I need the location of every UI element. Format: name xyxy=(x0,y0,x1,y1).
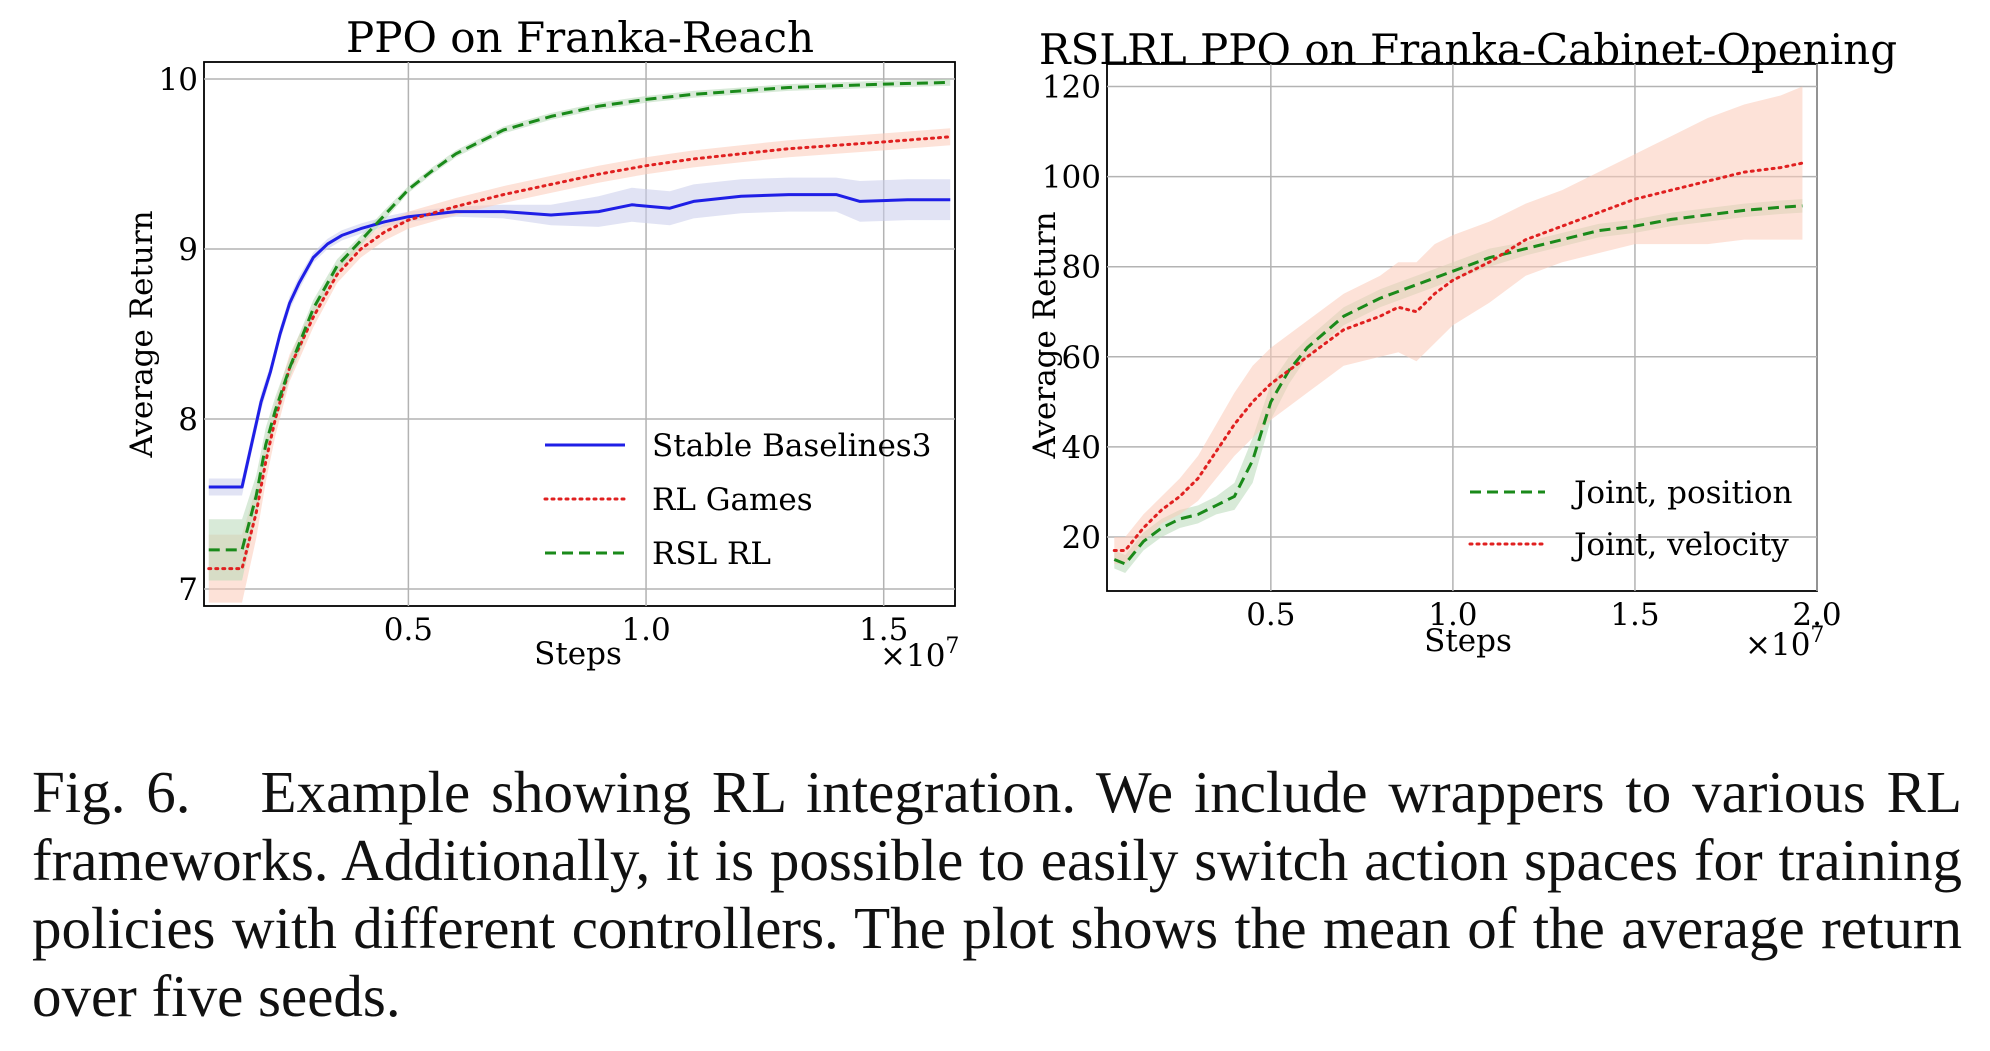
x-tick-label: 1.0 xyxy=(1428,597,1477,633)
series-lines xyxy=(207,80,952,571)
y-tick-label: 9 xyxy=(178,232,198,268)
x-tick-label: 1.5 xyxy=(859,612,908,648)
x-axis-label: Steps xyxy=(1424,623,1512,659)
legend-label-sb3: Stable Baselines3 xyxy=(652,428,931,464)
series-line-rl-games xyxy=(207,135,952,571)
y-tick-label: 60 xyxy=(1062,340,1101,376)
y-tick-label: 10 xyxy=(159,62,198,98)
legend: Stable Baselines3 RL Games RSL RL xyxy=(543,428,931,572)
band-rsl-rl xyxy=(208,79,951,581)
x-tick-label: 0.5 xyxy=(1246,597,1295,633)
x-multiplier-base: ×10 xyxy=(880,638,945,674)
x-tick-label: 1.5 xyxy=(1610,597,1659,633)
figure-caption: Fig. 6. Example showing RL integration. W… xyxy=(32,758,1962,1030)
series-line-rsl-rl xyxy=(208,80,951,552)
y-tick-label: 40 xyxy=(1062,430,1101,466)
y-tick-label: 80 xyxy=(1062,250,1101,286)
y-tick-labels: 20 40 60 80 100 120 xyxy=(1042,70,1101,556)
legend-label-joint-position: Joint, position xyxy=(1571,475,1793,511)
x-tick-labels: 0.5 1.0 1.5 2.0 xyxy=(1246,597,1841,633)
chart-title: PPO on Franka-Reach xyxy=(346,13,814,62)
band-joint-velocity xyxy=(1114,86,1803,564)
legend: Joint, position Joint, velocity xyxy=(1468,475,1793,563)
y-tick-labels: 7 8 9 10 xyxy=(159,62,198,608)
confidence-bands xyxy=(208,79,951,603)
grid xyxy=(204,62,955,606)
x-tick-label: 0.5 xyxy=(384,612,433,648)
y-tick-label: 7 xyxy=(178,572,198,608)
figure: PPO on Franka-Reach 0.5 1.0 1.5 7 8 9 10 Step… xyxy=(124,13,1897,674)
legend-label-joint-velocity: Joint, velocity xyxy=(1571,527,1789,563)
series-line-joint-position xyxy=(1113,204,1803,566)
chart-franka-reach: PPO on Franka-Reach 0.5 1.0 1.5 7 8 9 10 Step… xyxy=(124,13,959,674)
legend-label-rlgames: RL Games xyxy=(652,482,813,518)
legend-label-rslrl: RSL RL xyxy=(652,536,771,572)
plot-frame xyxy=(203,61,956,607)
x-tick-labels: 0.5 1.0 1.5 xyxy=(384,612,909,648)
x-multiplier-exponent: 7 xyxy=(945,634,959,659)
y-axis-label: Average Return xyxy=(124,210,160,458)
x-tick-label: 2.0 xyxy=(1792,597,1841,633)
x-axis-label: Steps xyxy=(534,636,622,672)
x-multiplier: ×107 xyxy=(880,634,959,674)
series-lines xyxy=(1112,161,1804,566)
y-tick-label: 120 xyxy=(1042,70,1101,106)
series-line-stable-baselines3 xyxy=(208,193,951,489)
y-axis-label: Average Return xyxy=(1027,211,1063,459)
x-multiplier-base: ×10 xyxy=(1745,627,1810,663)
series-line-joint-velocity xyxy=(1112,161,1804,552)
caption-label: Fig. 6. xyxy=(32,759,191,825)
chart-franka-cabinet: RSLRL PPO on Franka-Cabinet-Opening 0.5 1… xyxy=(1027,25,1897,663)
y-tick-label: 100 xyxy=(1042,160,1101,196)
y-tick-label: 8 xyxy=(178,402,198,438)
confidence-bands xyxy=(1114,86,1803,573)
y-tick-label: 20 xyxy=(1062,520,1101,556)
x-tick-label: 1.0 xyxy=(621,612,670,648)
x-multiplier: ×107 xyxy=(1745,623,1824,663)
x-multiplier-exponent: 7 xyxy=(1810,623,1824,648)
band-stable-baselines3 xyxy=(208,177,951,496)
caption-text: Example showing RL integration. We inclu… xyxy=(32,759,1962,1029)
chart-title: RSLRL PPO on Franka-Cabinet-Opening xyxy=(1039,25,1897,74)
